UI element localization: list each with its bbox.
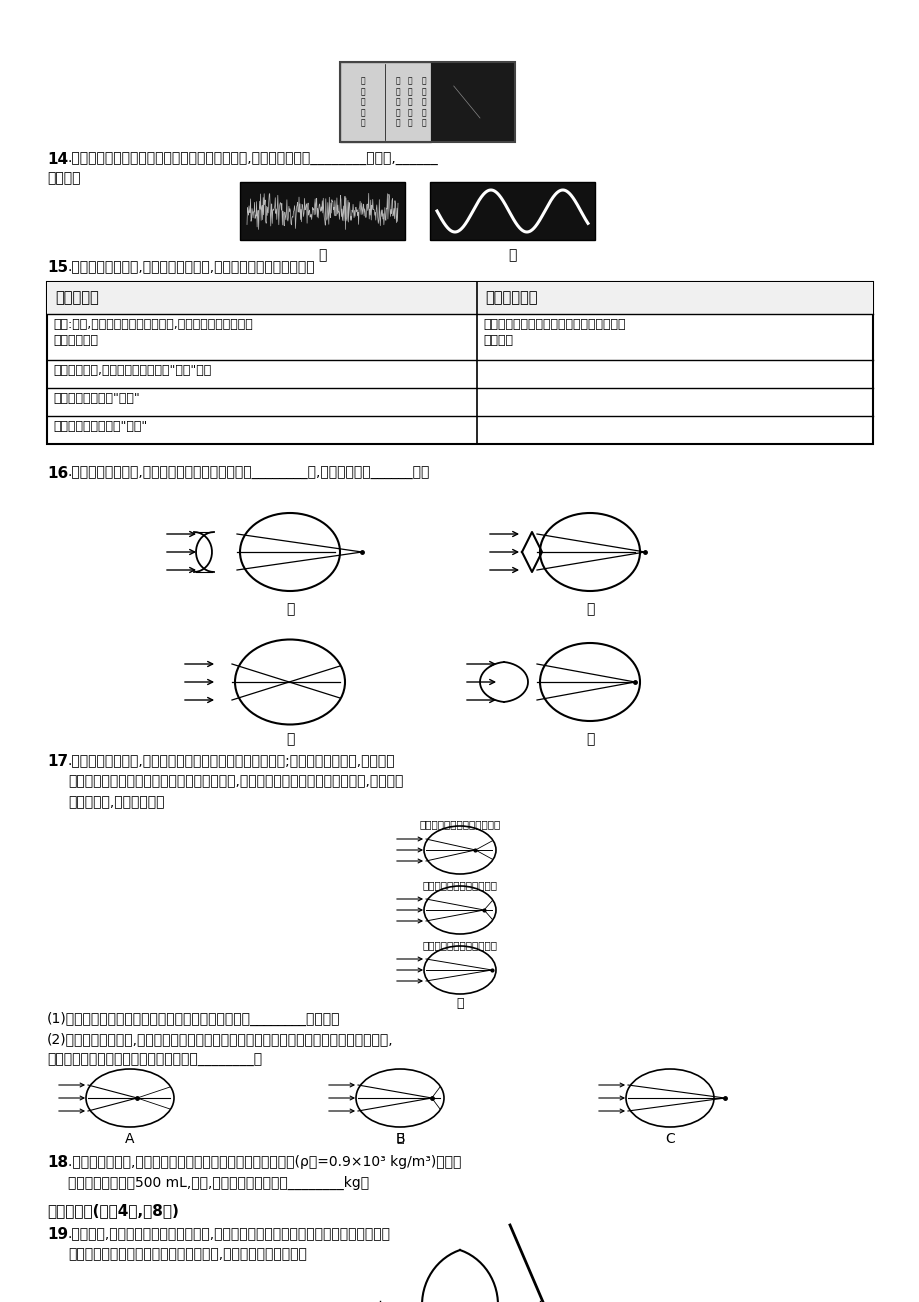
Text: .探测器探测到的两种声音振动时的波形如图所示,从图中可以确定________是噪声,______: .探测器探测到的两种声音振动时的波形如图所示,从图中可以确定________是噪… xyxy=(68,152,438,165)
Text: 现象或情景: 现象或情景 xyxy=(55,290,98,306)
Text: .如图所示,一束光射向凸透镜经折射后,折射光线射到一个平面镜上。请在图中画出射向
凸透镜这束入射光和经平面镜反射的光路,并标出反射角的度数。: .如图所示,一束光射向凸透镜经折射后,折射光线射到一个平面镜上。请在图中画出射向… xyxy=(68,1226,391,1262)
Text: 15: 15 xyxy=(47,260,68,275)
Text: 乙: 乙 xyxy=(396,1131,403,1144)
Text: 本
如
勒
静
逻: 本 如 勒 静 逻 xyxy=(395,77,400,128)
Bar xyxy=(340,62,430,142)
Bar xyxy=(47,283,872,444)
Bar xyxy=(430,62,515,142)
Text: 水杯中的热水冒出"白气": 水杯中的热水冒出"白气" xyxy=(53,392,140,405)
Ellipse shape xyxy=(625,1069,713,1128)
Ellipse shape xyxy=(424,947,495,993)
Text: 现象形成解释: 现象形成解释 xyxy=(484,290,537,306)
Text: 物体远离，来自这点的光线: 物体远离，来自这点的光线 xyxy=(422,880,497,891)
Bar xyxy=(340,62,515,142)
Text: (2)当物体远离眼睛时,眼球中晶状体的曲度会减小。图乙表示物体在眼球中的不同成像情况,
其中表示视觉正常的人观看远处物体的是________。: (2)当物体远离眼睛时,眼球中晶状体的曲度会减小。图乙表示物体在眼球中的不同成像… xyxy=(47,1032,393,1066)
Text: .在下列四幅小图中,正确表示远视眼成像情况的是________图,其矫正做法是______图。: .在下列四幅小图中,正确表示远视眼成像情况的是________图,其矫正做法是_… xyxy=(68,466,430,480)
Text: 来自近距离物体上某点的光线: 来自近距离物体上某点的光线 xyxy=(419,819,500,829)
Text: 静
客
百
行
客: 静 客 百 行 客 xyxy=(421,77,425,128)
Ellipse shape xyxy=(240,513,340,591)
Text: 甲: 甲 xyxy=(286,602,294,616)
Text: .如果物体离眼睛近,来自它某点的光线到达眼睛时是发散的;如果物体远离眼睛,来自这点
的光线到达眼睛时发散的程度便会降低。因此,我们把来自遥远物体上某点的光线,到: .如果物体离眼睛近,来自它某点的光线到达眼睛时是发散的;如果物体远离眼睛,来自这… xyxy=(68,754,403,810)
Ellipse shape xyxy=(234,639,345,724)
Text: 用久的日光灯两头会"变黑": 用久的日光灯两头会"变黑" xyxy=(53,421,147,434)
Ellipse shape xyxy=(539,513,640,591)
Bar xyxy=(429,182,595,240)
Text: .用学过的物理知识,仿照示例中的形式,将下表中的空格填写完整。: .用学过的物理知识,仿照示例中的形式,将下表中的空格填写完整。 xyxy=(68,260,315,273)
Text: 16: 16 xyxy=(47,466,68,480)
Text: 在潮湿的天气,当打开电冰箱门时有"白气"冒出: 在潮湿的天气,当打开电冰箱门时有"白气"冒出 xyxy=(53,365,211,378)
Ellipse shape xyxy=(424,825,495,874)
Text: (1)我们作上述推断的前提是光在同一均匀介质中是沿________传播的。: (1)我们作上述推断的前提是光在同一均匀介质中是沿________传播的。 xyxy=(47,1012,340,1026)
Ellipse shape xyxy=(424,885,495,934)
Ellipse shape xyxy=(539,643,640,721)
Bar xyxy=(240,182,404,240)
Text: 乙: 乙 xyxy=(585,602,594,616)
Text: A: A xyxy=(125,1131,134,1146)
Text: 14: 14 xyxy=(47,152,68,167)
Text: 三、作图题(每题4分,共8分): 三、作图题(每题4分,共8分) xyxy=(47,1203,178,1217)
Text: 矿泉水瓶附近的空气中的水蒸气遇冷液化形
成小水珠: 矿泉水瓶附近的空气中的水蒸气遇冷液化形 成小水珠 xyxy=(482,318,625,348)
Text: 千
音
乐
是
金: 千 音 乐 是 金 xyxy=(360,77,365,128)
Text: .莆田是枇杷之乡,旺季时果农常用枇杷酿制枇杷酒。某枇杷酒(ρ酒=0.9×10³ kg/m³)包装盒
上标明酒的体积为500 mL,那么,瓶中所装酒的质量是___: .莆田是枇杷之乡,旺季时果农常用枇杷酿制枇杷酒。某枇杷酒(ρ酒=0.9×10³ … xyxy=(68,1155,460,1190)
Bar xyxy=(47,283,872,314)
Text: 乙: 乙 xyxy=(508,247,516,262)
Text: 来自遥远物体上某点的光线: 来自遥远物体上某点的光线 xyxy=(422,940,497,950)
Text: 18: 18 xyxy=(47,1155,68,1170)
Text: 甲: 甲 xyxy=(318,247,326,262)
Text: 17: 17 xyxy=(47,754,68,769)
Text: 19: 19 xyxy=(47,1226,68,1242)
Text: C: C xyxy=(664,1131,675,1146)
Text: 甲: 甲 xyxy=(456,997,463,1010)
Text: 示例:夏天,从冰箱中拿出瓶装矿泉水,过一会儿瓶的外壁会附
着一层小水珠: 示例:夏天,从冰箱中拿出瓶装矿泉水,过一会儿瓶的外壁会附 着一层小水珠 xyxy=(53,318,253,348)
Ellipse shape xyxy=(85,1069,174,1128)
Text: 丙: 丙 xyxy=(286,732,294,746)
Text: 月
儿
茶
旅
百: 月 儿 茶 旅 百 xyxy=(407,77,412,128)
Text: 丁: 丁 xyxy=(585,732,594,746)
Text: 是乐音。: 是乐音。 xyxy=(47,171,81,185)
Text: B: B xyxy=(395,1131,404,1146)
Ellipse shape xyxy=(356,1069,444,1128)
